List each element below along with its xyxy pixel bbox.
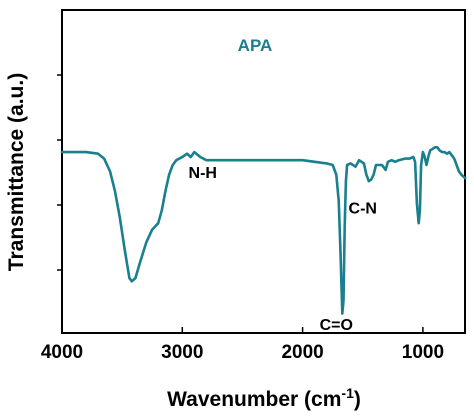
annotation-n-h: N-H (189, 165, 217, 182)
peak-annotations: N-H C=O C-N (189, 165, 377, 334)
x-tick-label: 2000 (281, 342, 323, 363)
x-axis-title: Wavenumber (cm-1) (167, 385, 361, 411)
x-axis-title-close: ) (354, 388, 361, 411)
y-axis-ticks (57, 74, 62, 271)
legend-label: APA (238, 36, 273, 55)
x-axis-ticks: 4000 3000 2000 1000 (41, 327, 444, 363)
annotation-c-n: C-N (349, 200, 377, 217)
y-axis-title: Transmittance (a.u.) (5, 73, 28, 271)
series-line-apa (60, 146, 467, 315)
x-axis-title-main: Wavenumber (cm (167, 388, 341, 411)
x-tick-label: 4000 (41, 342, 83, 363)
annotation-c-o: C=O (320, 317, 353, 334)
x-tick-label: 1000 (402, 342, 444, 363)
x-tick-label: 3000 (161, 342, 203, 363)
x-axis-title-superscript: -1 (341, 385, 354, 401)
plot-frame (61, 9, 466, 334)
